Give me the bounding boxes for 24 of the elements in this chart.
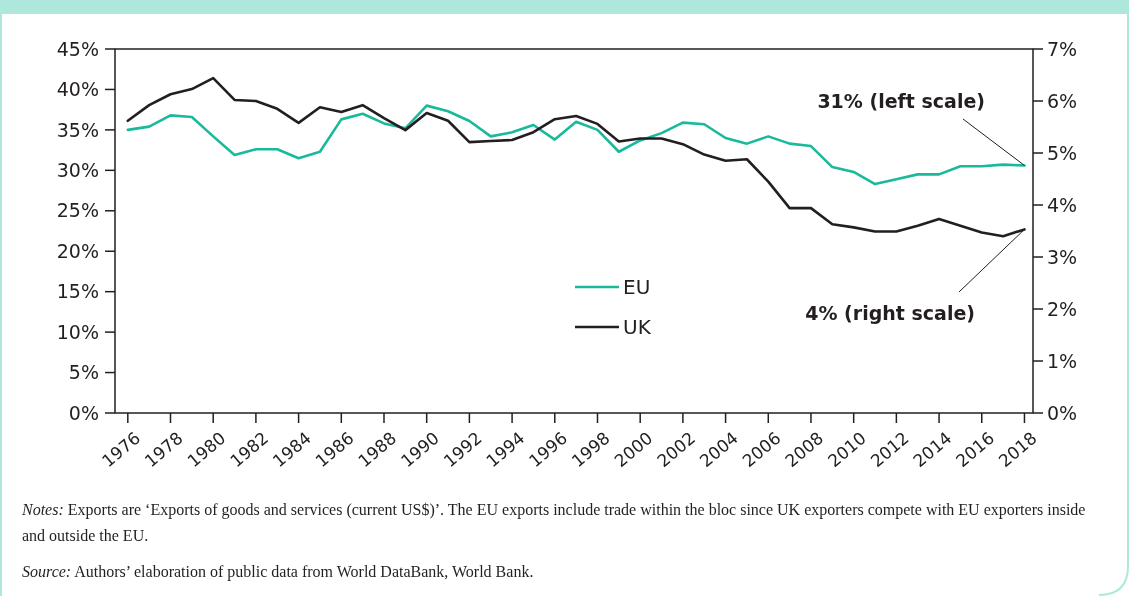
y-tick-label: 45%: [56, 37, 99, 60]
annotation: 31% (left scale): [817, 89, 985, 112]
annotation: 4% (right scale): [805, 301, 975, 324]
y-tick-label: 15%: [56, 280, 99, 303]
y2-tick-label: 3%: [1047, 245, 1078, 268]
y-tick-label: 0%: [68, 401, 99, 424]
source-note: Source: Authors’ elaboration of public data from World DataBank, World Bank.: [22, 562, 535, 583]
y-tick-label: 5%: [68, 361, 99, 384]
y2-tick-label: 1%: [1047, 349, 1078, 372]
legend-label: UK: [623, 315, 652, 339]
y2-tick-label: 7%: [1047, 37, 1078, 60]
y-tick-label: 30%: [56, 158, 99, 181]
y2-tick-label: 4%: [1047, 193, 1078, 216]
y-tick-label: 40%: [56, 78, 99, 101]
y-tick-label: 10%: [56, 320, 99, 343]
text: Notes: Exports are ‘Exports of goods and services (current US$)’. The EU exports include trade within the bloc since UK exporters compete with EU exporters inside and outside the EU.: [22, 500, 1087, 546]
y-tick-label: 25%: [56, 199, 99, 222]
y2-tick-label: 6%: [1047, 89, 1078, 112]
y-tick-label: 20%: [56, 239, 99, 262]
y2-tick-label: 2%: [1047, 297, 1078, 320]
y2-tick-label: 0%: [1047, 401, 1078, 424]
legend-label: EU: [623, 275, 651, 299]
y2-tick-label: 5%: [1047, 141, 1078, 164]
y-tick-label: 35%: [56, 118, 99, 141]
